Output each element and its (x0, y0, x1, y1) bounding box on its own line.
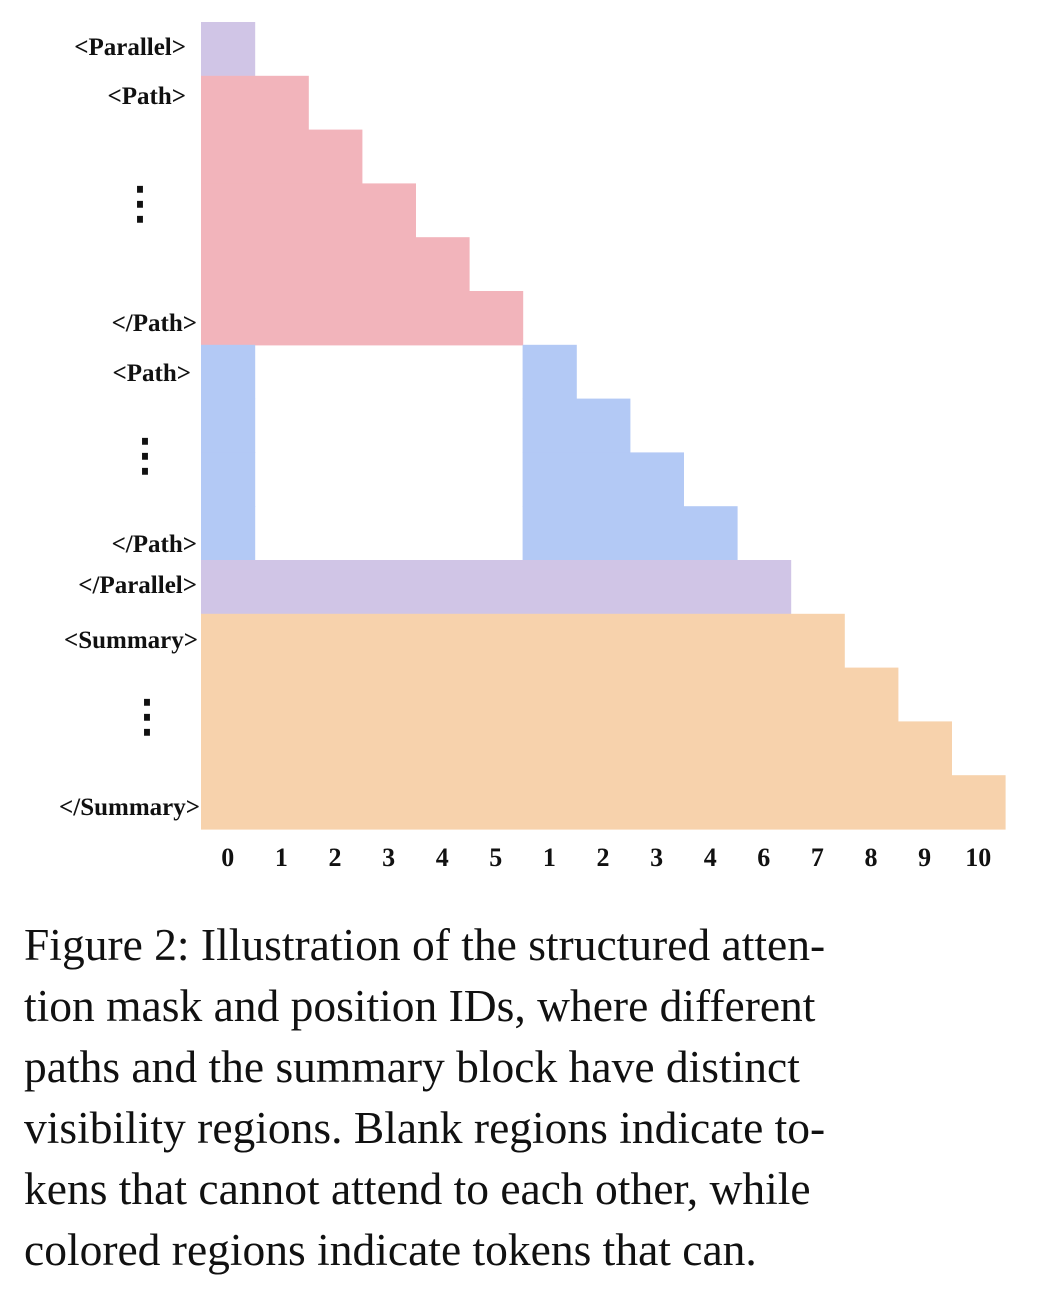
row-label-path1-open: <Path> (108, 83, 187, 110)
row-label-parallel-close: </Parallel> (78, 572, 197, 599)
path-b-triangle-row (522, 344, 577, 400)
row-label-path1-ellipsis: ⋮ (118, 179, 162, 228)
summary-triangle-row (201, 667, 899, 722)
row-label-summary-open: <Summary> (64, 627, 198, 654)
position-id-label: 1 (275, 843, 288, 872)
position-id-label: 3 (382, 843, 395, 872)
position-id-label: 2 (597, 843, 610, 872)
summary-triangle-row (201, 613, 845, 669)
position-id-label: 4 (436, 843, 449, 872)
position-id-label: 2 (329, 843, 342, 872)
row-label-summary-ellipsis: ⋮ (125, 692, 169, 741)
parallel-close-row-row (201, 560, 792, 615)
position-id-label: 7 (811, 843, 824, 872)
row-labels: <Parallel> <Path> ⋮ </Path> <Path> ⋮ </P… (59, 34, 200, 821)
path-a-triangle-row (201, 75, 309, 131)
row-label-path2-ellipsis: ⋮ (123, 431, 167, 480)
position-id-label: 3 (650, 843, 663, 872)
row-label-summary-close: </Summary> (59, 794, 200, 821)
path-b-triangle-row (522, 452, 684, 507)
path-a-triangle-row (201, 183, 416, 238)
position-id-labels: 0 1 2 3 4 5 1 2 3 4 6 7 8 9 10 (221, 843, 991, 872)
position-id-label: 8 (865, 843, 878, 872)
caption-line: visibility regions. Blank regions indica… (24, 1102, 826, 1153)
figure-caption: Figure 2: Illustration of the structured… (24, 914, 1034, 1280)
path-a-triangle-row (201, 237, 470, 292)
path-b-triangle-row (522, 506, 738, 561)
position-id-label: 6 (757, 843, 770, 872)
caption-line: Figure 2: Illustration of the structured… (24, 919, 826, 970)
parallel-open-block-row (201, 22, 256, 77)
path-a-triangle-row (201, 291, 524, 346)
position-id-label: 5 (489, 843, 502, 872)
mask-cells (201, 22, 1006, 830)
caption-line: tion mask and position IDs, where differ… (24, 980, 816, 1031)
path-b-prefix-column-row (201, 506, 256, 561)
caption-line: paths and the summary block have distinc… (24, 1041, 800, 1092)
row-label-path1-close: </Path> (112, 310, 197, 337)
summary-triangle-row (201, 721, 952, 776)
position-id-label: 1 (543, 843, 556, 872)
position-id-label: 10 (965, 843, 991, 872)
attention-mask-diagram: <Parallel> <Path> ⋮ </Path> <Path> ⋮ </P… (59, 22, 1006, 872)
row-label-path2-close: </Path> (112, 531, 197, 558)
position-id-label: 9 (918, 843, 931, 872)
path-b-prefix-column-row (201, 344, 256, 400)
caption-line: kens that cannot attend to each other, w… (24, 1163, 811, 1214)
path-b-triangle-row (522, 398, 631, 453)
summary-triangle-row (201, 775, 1006, 830)
path-b-prefix-column-row (201, 398, 256, 453)
caption-line: colored regions indicate tokens that can… (24, 1224, 757, 1275)
position-id-label: 4 (704, 843, 717, 872)
row-label-parallel-open: <Parallel> (74, 34, 186, 61)
path-b-prefix-column-row (201, 452, 256, 507)
row-label-path2-open: <Path> (113, 360, 192, 387)
path-a-triangle-row (201, 129, 363, 184)
position-id-label: 0 (221, 843, 234, 872)
